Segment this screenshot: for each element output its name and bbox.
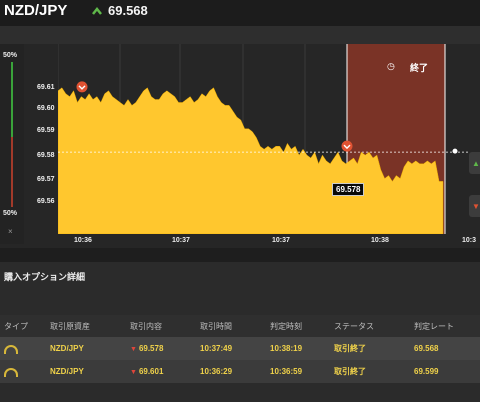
- x-tick: 10:3: [462, 237, 477, 244]
- header-bar: NZD/JPY 69.568: [0, 0, 480, 26]
- price-area-series: [58, 87, 444, 234]
- judge-time-cell: 10:38:19: [266, 337, 330, 360]
- call-ratio: 50%: [3, 52, 18, 59]
- trade-marker-down: [76, 81, 88, 93]
- asset-cell: NZD/JPY: [46, 360, 126, 383]
- y-tick: 69.56: [37, 198, 55, 205]
- type-cell: [0, 360, 46, 383]
- judge-time-cell: 10:36:59: [266, 360, 330, 383]
- put-ratio: 50%: [3, 210, 18, 217]
- col-header: ステータス: [330, 315, 410, 337]
- arrow-up-icon: ▲: [472, 159, 480, 168]
- table-header-row: タイプ 取引原資産 取引内容 取引時間 判定時刻 ステータス 判定レート: [0, 315, 480, 337]
- currency-pair-title: NZD/JPY: [4, 2, 68, 19]
- trade-time-cell: 10:37:49: [196, 337, 266, 360]
- trade-time-cell: 10:36:29: [196, 360, 266, 383]
- trade-marker-down: [341, 140, 353, 152]
- y-tick: 69.61: [37, 84, 55, 91]
- col-header: 取引時間: [196, 315, 266, 337]
- type-cell: [0, 337, 46, 360]
- rate-cell: 69.568: [410, 337, 480, 360]
- x-tick: 10:37: [172, 237, 190, 244]
- y-tick: 69.58: [37, 152, 55, 159]
- status-cell: 取引終了: [330, 337, 410, 360]
- arrow-down-icon: ▼: [130, 369, 137, 376]
- section-title: 購入オプション詳細: [4, 272, 86, 282]
- arrow-down-icon: ▼: [472, 202, 480, 211]
- call-ratio-bar: [11, 62, 13, 137]
- x-tick: 10:38: [371, 237, 389, 244]
- close-icon[interactable]: ×: [8, 227, 13, 236]
- chart-footer: [0, 248, 480, 262]
- put-ratio-bar: [11, 137, 13, 207]
- asset-cell: NZD/JPY: [46, 337, 126, 360]
- y-tick: 69.59: [37, 127, 55, 134]
- y-tick: 69.60: [37, 105, 55, 112]
- high-button[interactable]: ▲: [469, 152, 480, 174]
- col-header: タイプ: [0, 315, 46, 337]
- col-header: 取引内容: [126, 315, 196, 337]
- x-tick: 10:36: [74, 237, 92, 244]
- rate-cell: 69.599: [410, 360, 480, 383]
- gauge-icon: [4, 345, 18, 354]
- col-header: 判定時刻: [266, 315, 330, 337]
- chart-toolbar: [0, 26, 480, 44]
- table-row[interactable]: NZD/JPY ▼ 69.601 10:36:29 10:36:59 取引終了 6…: [0, 360, 480, 383]
- clock-icon: ◷: [387, 61, 395, 71]
- options-table: タイプ 取引原資産 取引内容 取引時間 判定時刻 ステータス 判定レート NZD…: [0, 315, 480, 383]
- content-cell: ▼ 69.601: [126, 360, 196, 383]
- status-cell: 取引終了: [330, 360, 410, 383]
- col-header: 判定レート: [410, 315, 480, 337]
- arrow-down-icon: ▼: [130, 346, 137, 353]
- content-cell: ▼ 69.578: [126, 337, 196, 360]
- trend-up-icon: [92, 7, 102, 15]
- entry-price-tag: 69.578: [332, 183, 365, 196]
- x-tick: 10:37: [272, 237, 290, 244]
- table-row[interactable]: NZD/JPY ▼ 69.578 10:37:49 10:38:19 取引終了 6…: [0, 337, 480, 360]
- gauge-icon: [4, 368, 18, 377]
- col-header: 取引原資産: [46, 315, 126, 337]
- expiry-label: 終了: [410, 63, 429, 73]
- current-price: 69.568: [108, 3, 148, 18]
- y-tick: 69.57: [37, 176, 55, 183]
- low-button[interactable]: ▼: [469, 195, 480, 217]
- price-chart: [58, 44, 468, 234]
- current-price-dot: [452, 148, 458, 154]
